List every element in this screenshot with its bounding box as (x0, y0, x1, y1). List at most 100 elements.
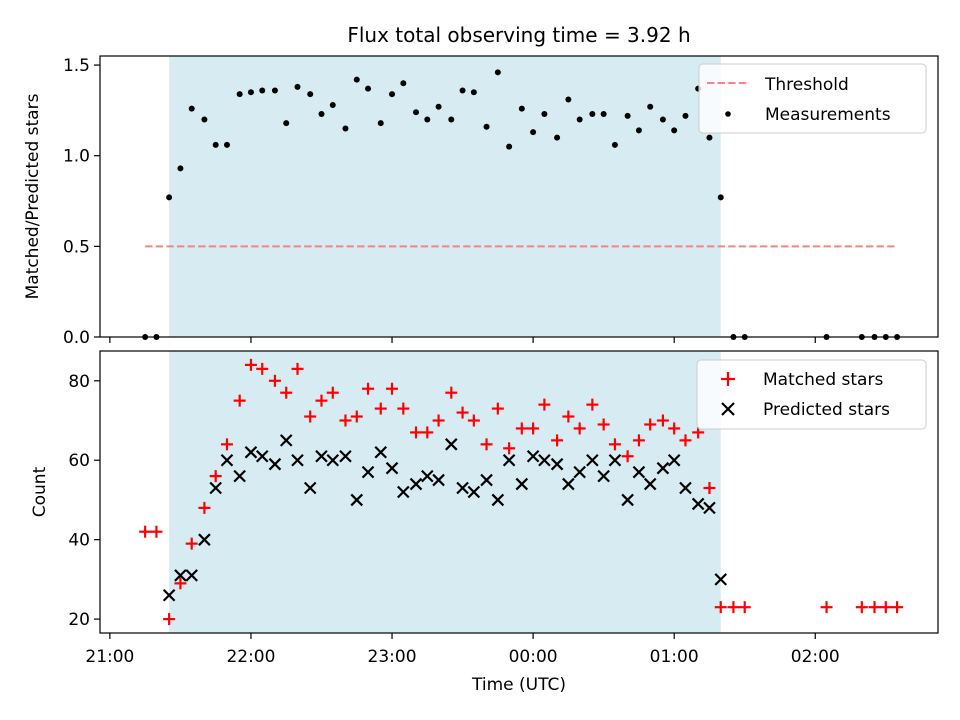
matched-star-point (233, 394, 246, 407)
predicted-star-point (714, 573, 728, 586)
y-tick-label: 60 (68, 451, 90, 471)
measurement-point (377, 120, 384, 127)
predicted-star-point (550, 457, 564, 471)
measurement-point (554, 134, 561, 141)
legend: Matched stars Predicted stars (696, 359, 927, 430)
x-tick-label: 02:00 (791, 647, 840, 667)
predicted-star-point (632, 465, 646, 479)
predicted-star-point (491, 493, 505, 507)
measurement-point (389, 91, 396, 98)
legend-predicted-label: Predicted stars (763, 400, 890, 420)
chart-title: Flux total observing time = 3.92 h (347, 23, 690, 47)
measurement-point (483, 123, 490, 130)
measurement-point (259, 87, 266, 94)
x-tick-label: 23:00 (368, 647, 417, 667)
predicted-star-point (279, 434, 293, 447)
matched-star-point (855, 601, 868, 614)
predicted-star-point (502, 453, 516, 467)
measurement-point (435, 103, 442, 110)
measurement-point (188, 105, 195, 112)
observing-window (169, 351, 721, 633)
predicted-star-point (326, 453, 340, 467)
predicted-star-point (432, 473, 445, 487)
measurement-point (600, 111, 607, 118)
matched-star-point (350, 410, 363, 423)
predicted-star-point (467, 485, 481, 499)
matched-star-point (139, 525, 152, 538)
measurement-point (294, 83, 301, 90)
predicted-star-point (374, 446, 388, 459)
x-tick-label: 01:00 (650, 647, 699, 667)
matched-star-point (491, 402, 504, 415)
predicted-star-point (244, 446, 258, 459)
predicted-star-point (480, 473, 493, 487)
matched-star-point (315, 394, 328, 407)
predicted-star-point (303, 481, 317, 495)
matched-star-point (586, 398, 599, 411)
predicted-star-point (656, 461, 670, 475)
y-tick-label: 1.5 (63, 56, 90, 76)
predicted-star-point (538, 453, 551, 467)
matched-star-point (198, 501, 211, 514)
measurement-points (142, 69, 901, 340)
predicted-star-point (409, 477, 423, 491)
matched-star-point (538, 398, 551, 411)
matched-star-point (220, 438, 233, 451)
measurement-point (166, 194, 173, 201)
predicted-star-point (350, 493, 364, 507)
matched-star-point (339, 414, 352, 427)
predicted-star-point (220, 453, 234, 467)
predicted-star-point (573, 465, 586, 479)
y-tick-label: 1.0 (63, 147, 90, 167)
matched-star-point (410, 426, 423, 439)
legend-measurements-label: Measurements (765, 105, 891, 125)
measurement-point (589, 111, 596, 118)
matched-star-point (150, 525, 163, 538)
measurement-point (682, 112, 689, 119)
predicted-star-point (255, 449, 269, 463)
plot-frame (99, 55, 939, 338)
measurement-point (459, 87, 466, 94)
measurement-point (541, 111, 548, 118)
matched-star-point (668, 422, 681, 435)
matched-star-point (656, 414, 669, 427)
matched-star-point (515, 422, 528, 435)
matched-star-point (304, 410, 317, 423)
matched-star-point (632, 434, 645, 447)
x-tick-label: 00:00 (509, 647, 558, 667)
measurement-point (671, 127, 678, 134)
matched-star-point (738, 601, 751, 614)
matched-star-point (679, 434, 692, 447)
predicted-star-point (198, 533, 211, 546)
matched-star-point (268, 374, 281, 387)
measurement-point (576, 116, 583, 123)
measurement-point (470, 89, 477, 96)
matched-star-point (573, 422, 586, 435)
measurement-point (506, 143, 513, 150)
matched-star-point (244, 358, 257, 371)
predicted-star-point (526, 449, 540, 463)
predicted-star-point (608, 453, 622, 467)
y-tick-label: 0.5 (63, 237, 90, 257)
measurement-point (247, 89, 254, 96)
legend: Threshold Measurements (698, 63, 927, 134)
matched-star-point (608, 438, 621, 451)
measurement-point (177, 165, 184, 172)
x-tick-label: 21:00 (85, 647, 134, 667)
legend-predicted-swatch (721, 402, 735, 416)
measurement-point (530, 129, 537, 136)
matched-star-point (163, 613, 176, 626)
predicted-star-point (667, 453, 681, 467)
x-axis-label: Time (UTC) (471, 675, 566, 695)
y-axis-ticks: 20 40 60 80 (68, 372, 100, 630)
predicted-star-point (361, 465, 375, 479)
predicted-star-point (586, 453, 599, 467)
matched-star-point (432, 414, 445, 427)
measurement-point (494, 69, 501, 76)
y-axis-label: Count (30, 466, 50, 517)
predicted-star-point (597, 469, 610, 483)
predicted-star-point (703, 501, 716, 515)
matched-star-point (551, 434, 564, 447)
